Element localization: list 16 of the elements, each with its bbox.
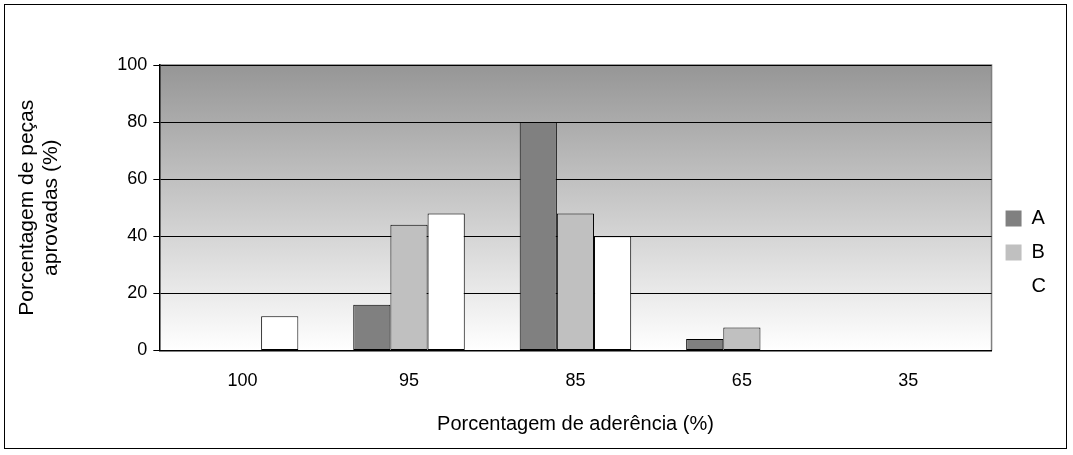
y-tick-label: 20 xyxy=(127,282,148,303)
x-tick-label: 65 xyxy=(731,370,752,391)
y-axis-title: Porcentagem de peças aprovadas (%) xyxy=(13,99,62,316)
legend-label: B xyxy=(1031,240,1045,263)
text: C xyxy=(1031,274,1047,297)
y-tick-label: 100 xyxy=(117,53,148,74)
y-tick-label: 0 xyxy=(137,339,148,360)
legend-label: A xyxy=(1031,206,1046,229)
x-tick-label: 95 xyxy=(398,370,420,391)
x-tick-label: 85 xyxy=(565,370,586,391)
x-tick-label: 35 xyxy=(898,370,919,391)
y-tick-label: 60 xyxy=(127,168,148,189)
x-axis-title: Porcentagem de aderência (%) xyxy=(437,411,714,434)
x-tick-label: 100 xyxy=(227,370,258,391)
y-tick-label: 80 xyxy=(127,111,148,132)
y-tick-label: 40 xyxy=(127,225,148,246)
